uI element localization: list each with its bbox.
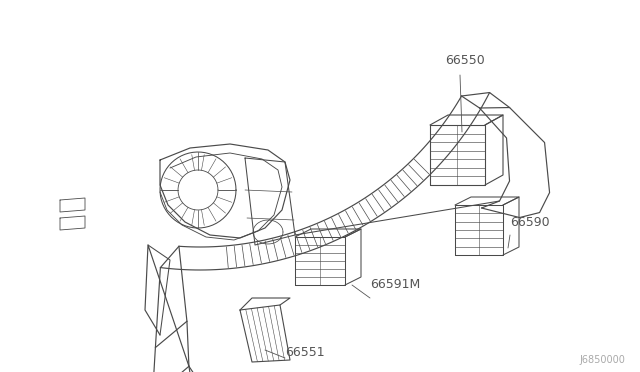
Text: 66551: 66551 [285, 346, 324, 359]
Text: 66591M: 66591M [370, 279, 420, 292]
Text: 66550: 66550 [445, 54, 484, 67]
Text: J6850000: J6850000 [579, 355, 625, 365]
Text: 66590: 66590 [510, 215, 550, 228]
